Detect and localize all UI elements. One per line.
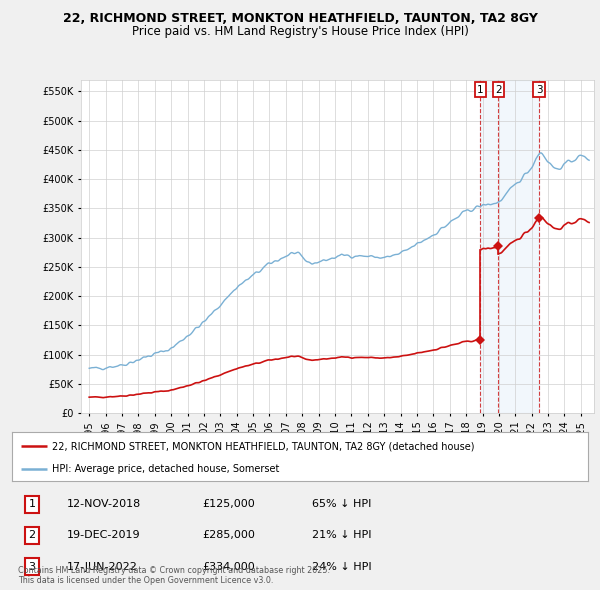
Text: Price paid vs. HM Land Registry's House Price Index (HPI): Price paid vs. HM Land Registry's House … (131, 25, 469, 38)
Text: 12-NOV-2018: 12-NOV-2018 (67, 499, 141, 509)
Text: 17-JUN-2022: 17-JUN-2022 (67, 562, 137, 572)
Text: 21% ↓ HPI: 21% ↓ HPI (311, 530, 371, 540)
Text: 3: 3 (536, 84, 542, 94)
Text: 24% ↓ HPI: 24% ↓ HPI (311, 562, 371, 572)
Text: 3: 3 (29, 562, 35, 572)
Text: £285,000: £285,000 (202, 530, 255, 540)
Text: Contains HM Land Registry data © Crown copyright and database right 2025.
This d: Contains HM Land Registry data © Crown c… (18, 566, 330, 585)
Text: 1: 1 (29, 499, 35, 509)
Text: 19-DEC-2019: 19-DEC-2019 (67, 530, 140, 540)
Bar (481, 80, 539, 413)
Text: 2: 2 (29, 530, 36, 540)
Text: 22, RICHMOND STREET, MONKTON HEATHFIELD, TAUNTON, TA2 8GY: 22, RICHMOND STREET, MONKTON HEATHFIELD,… (62, 12, 538, 25)
Text: £125,000: £125,000 (202, 499, 255, 509)
Text: 65% ↓ HPI: 65% ↓ HPI (311, 499, 371, 509)
Text: 2: 2 (495, 84, 502, 94)
Text: HPI: Average price, detached house, Somerset: HPI: Average price, detached house, Some… (52, 464, 280, 474)
Text: 1: 1 (477, 84, 484, 94)
Text: £334,000: £334,000 (202, 562, 255, 572)
Text: 22, RICHMOND STREET, MONKTON HEATHFIELD, TAUNTON, TA2 8GY (detached house): 22, RICHMOND STREET, MONKTON HEATHFIELD,… (52, 441, 475, 451)
